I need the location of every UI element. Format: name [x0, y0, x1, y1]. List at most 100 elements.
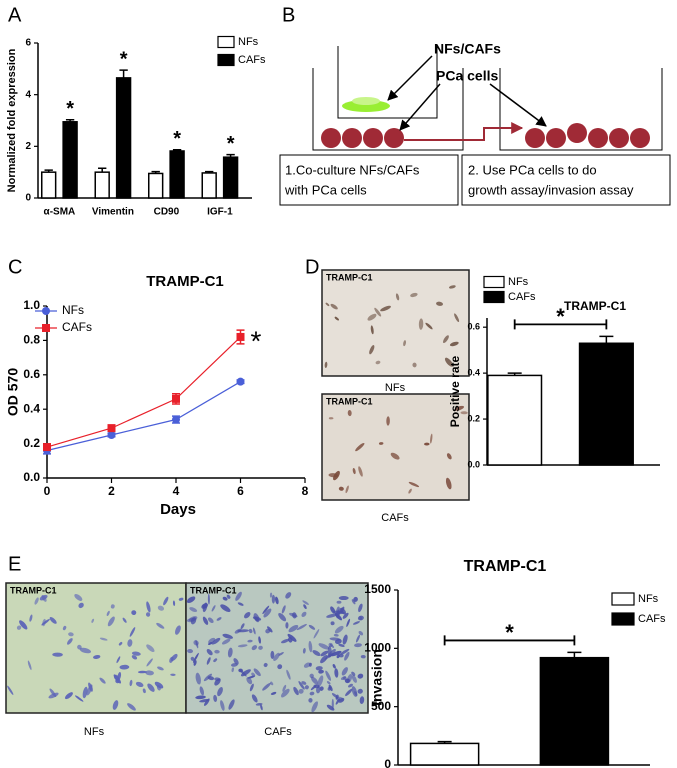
- cell: [156, 685, 161, 691]
- cell: [202, 616, 209, 625]
- error-bar: [437, 740, 452, 744]
- cell: [235, 591, 242, 601]
- cell: [247, 639, 253, 643]
- cell: [302, 647, 306, 654]
- x-tick-label: 6: [237, 484, 244, 498]
- legend-label: CAFs: [508, 291, 536, 303]
- cell: [131, 655, 138, 660]
- cell: [187, 648, 194, 654]
- cell: [278, 652, 284, 656]
- legend-swatch: [611, 612, 635, 626]
- micrograph-caption: CAFs: [264, 726, 292, 738]
- cell: [280, 688, 290, 698]
- cell: [288, 624, 299, 633]
- cell: [147, 683, 155, 692]
- cell: [353, 596, 358, 602]
- cell: [292, 612, 297, 619]
- cell: [64, 692, 73, 700]
- y-tick-label: 0: [25, 193, 31, 204]
- cell: [345, 688, 353, 697]
- bar: [409, 742, 480, 766]
- cell: [348, 683, 353, 688]
- cell: [412, 362, 417, 368]
- error-bar: [65, 118, 75, 122]
- cell: [255, 702, 263, 706]
- cell: [67, 638, 73, 645]
- x-axis-label: Days: [160, 501, 196, 518]
- cell: [380, 305, 391, 312]
- error-bar: [151, 170, 160, 174]
- y-tick-label: 1.0: [23, 298, 40, 312]
- cell: [204, 698, 210, 706]
- cell: [339, 607, 347, 615]
- cell: [358, 603, 363, 613]
- y-axis-label: OD 570: [5, 368, 21, 416]
- y-tick-label: 1000: [364, 641, 391, 655]
- cell: [287, 633, 297, 642]
- micrograph-caption: NFs: [385, 382, 406, 394]
- cell: [410, 292, 418, 298]
- bar: [201, 172, 217, 199]
- micrograph: [321, 393, 470, 501]
- cell: [448, 285, 456, 289]
- y-tick-label: 0.8: [23, 333, 40, 347]
- error-bar: [98, 167, 107, 173]
- y-tick-label: 0.6: [467, 322, 480, 332]
- cell: [342, 612, 349, 619]
- cell: [271, 594, 276, 604]
- cell: [207, 617, 214, 624]
- cell: [52, 652, 63, 657]
- cell: [281, 638, 290, 644]
- cell: [313, 684, 320, 689]
- cell: [330, 303, 338, 310]
- cell: [355, 634, 361, 643]
- step-text: with PCa cells: [284, 182, 367, 197]
- cell: [195, 672, 201, 685]
- cell: [281, 605, 286, 614]
- cell: [321, 128, 341, 148]
- cell: [344, 678, 350, 684]
- well: [499, 68, 663, 151]
- cell: [298, 688, 304, 694]
- panel-label: A: [8, 4, 22, 26]
- cell: [74, 593, 83, 601]
- cell: [251, 645, 258, 651]
- insert: [337, 46, 438, 119]
- cell: [262, 605, 270, 615]
- cell: [207, 676, 215, 681]
- cell: [352, 621, 360, 625]
- error-bar: [119, 69, 128, 78]
- cell: [112, 700, 119, 710]
- error-bar: [567, 651, 582, 658]
- cell: [146, 601, 151, 613]
- cell: [352, 467, 356, 475]
- diagram-label: NFs/CAFs: [434, 41, 501, 57]
- cell: [358, 466, 363, 477]
- panel-label: B: [282, 4, 295, 26]
- cell: [340, 648, 350, 655]
- x-tick-label: 8: [302, 484, 309, 498]
- cell: [425, 322, 433, 330]
- cell: [351, 675, 357, 683]
- point: [107, 431, 116, 439]
- cell: [354, 643, 362, 648]
- cell: [609, 128, 629, 148]
- cell: [208, 642, 213, 645]
- cell: [335, 694, 339, 700]
- cell: [263, 662, 268, 667]
- cell: [113, 674, 119, 680]
- cell: [228, 699, 235, 710]
- cell: [460, 411, 468, 415]
- legend-swatch: [217, 35, 235, 49]
- cell: [418, 318, 424, 330]
- point: [43, 443, 51, 452]
- cell: [231, 667, 235, 673]
- cell: [91, 618, 95, 623]
- micrograph-background: [5, 582, 187, 714]
- cell: [145, 670, 154, 676]
- cell: [249, 683, 254, 692]
- cell: [7, 685, 14, 695]
- cell: [127, 703, 136, 711]
- cell: [328, 642, 333, 647]
